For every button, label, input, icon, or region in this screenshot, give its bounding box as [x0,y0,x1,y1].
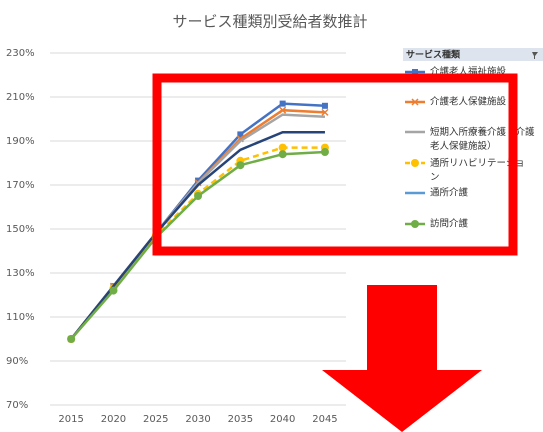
down-arrow [322,285,482,432]
marker [321,108,329,116]
marker [195,177,202,184]
line [70,130,325,340]
highlight-box [152,73,518,256]
y-tick-label: 210% [6,92,35,103]
marker [278,143,287,152]
x-tick-label: 2015 [58,414,83,425]
legend-marker [411,220,419,228]
legend-label: 通所介護 [430,187,469,199]
marker [279,106,287,114]
x-tick-label: 2035 [228,414,253,425]
legend-label: 介護老人保健施設 [430,96,507,108]
legend-title: サービス種類 [406,49,461,61]
y-tick-label: 230% [6,48,35,59]
marker [67,335,76,343]
y-tick-label: 110% [6,312,35,323]
legend-marker [411,98,419,106]
legend-marker [412,69,418,75]
x-tick-label: 2020 [101,414,126,425]
chart-title: サービス種類別受給者数推計 [172,13,367,31]
legend-line: 短期入所療養介護（介護 [430,126,535,138]
marker [237,131,244,138]
legend-header[interactable] [403,48,543,61]
series [70,130,325,340]
marker [194,192,203,200]
y-tick-label: 70% [6,400,28,411]
y-tick-label: 170% [6,180,35,191]
legend-marker [411,159,419,167]
legend-line: 通所リハビリテーショ [430,158,525,169]
x-tick-label: 2025 [143,414,168,425]
filter-icon[interactable] [532,52,538,59]
y-tick-label: 190% [6,136,35,147]
legend-line: ン [430,172,440,183]
marker [321,102,328,109]
y-tick-label: 150% [6,224,35,235]
marker [278,150,287,159]
x-tick-label: 2045 [312,414,337,425]
x-tick-label: 2040 [270,414,295,425]
y-tick-label: 90% [6,356,28,367]
legend-line: 老人保健施設） [430,140,497,152]
legend-label: 通所リハビリテーション [430,158,525,183]
series [67,148,329,343]
marker [320,148,329,156]
y-tick-label: 130% [6,268,35,279]
marker [109,286,118,295]
marker [279,100,286,107]
legend-label: 訪問介護 [430,218,469,230]
marker [236,161,245,170]
x-tick-label: 2030 [185,414,210,425]
